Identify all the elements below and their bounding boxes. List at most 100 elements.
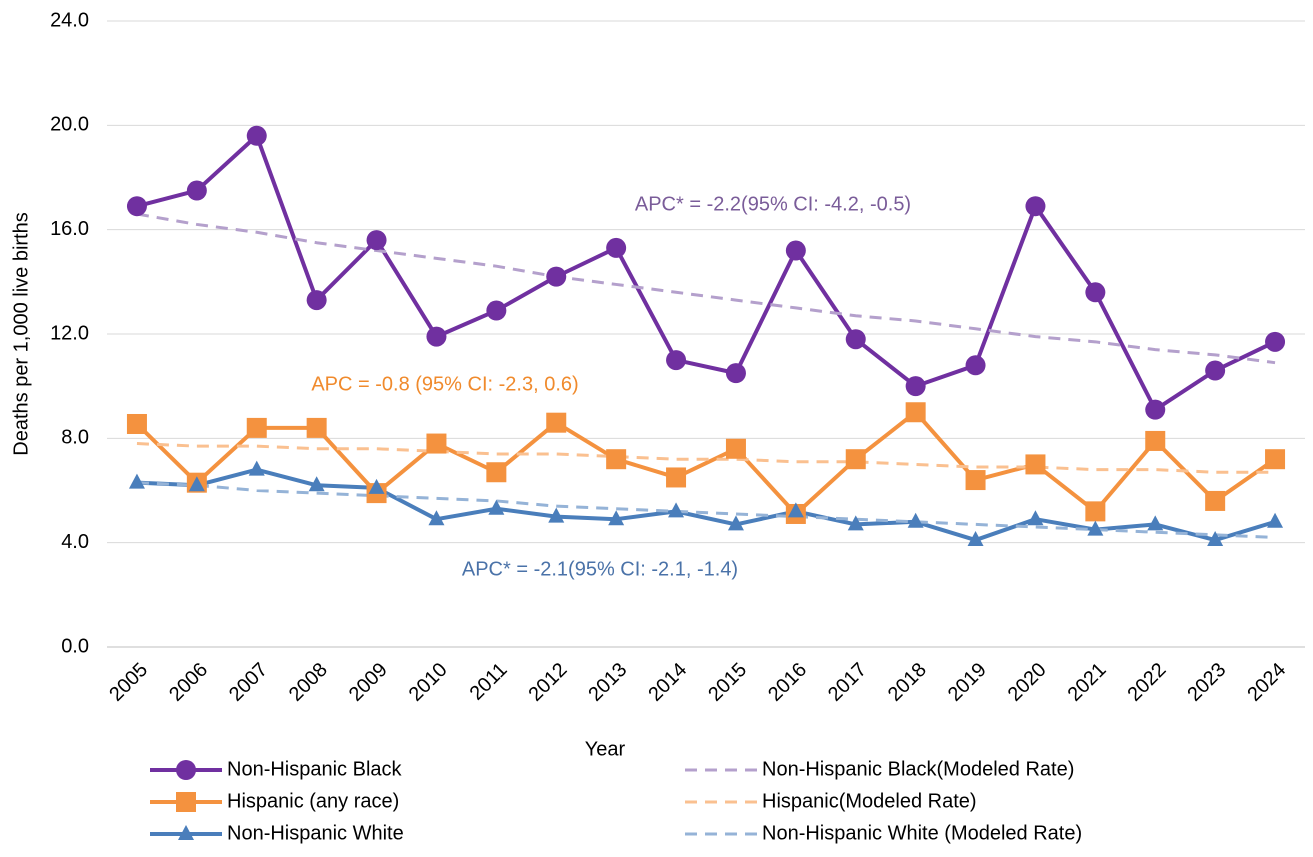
- trend-line: [136, 481, 1276, 539]
- x-axis-title: Year: [585, 738, 626, 760]
- x-tick-label: 2011: [466, 659, 512, 705]
- marker: [1265, 331, 1286, 352]
- marker: [608, 510, 625, 526]
- marker: [306, 417, 327, 438]
- marker: [546, 266, 567, 287]
- marker: [787, 502, 804, 518]
- x-tick-label: 2006: [165, 659, 212, 706]
- legend-label: Hispanic (any race): [227, 790, 399, 812]
- marker: [1205, 360, 1226, 381]
- y-tick-label: 8.0: [61, 427, 89, 449]
- y-tick-label: 12.0: [50, 322, 89, 344]
- annotation: APC* = -2.1(95% CI: -2.1, -1.4): [462, 558, 738, 580]
- marker: [725, 363, 746, 384]
- series-line: [136, 133, 1276, 412]
- marker: [1025, 454, 1046, 475]
- legend-label: Non-Hispanic Black: [227, 758, 403, 780]
- marker: [488, 499, 505, 515]
- marker: [176, 760, 196, 780]
- x-tick-label: 2023: [1183, 659, 1230, 706]
- marker: [1027, 510, 1044, 526]
- marker: [1145, 399, 1166, 420]
- x-tick-label: 2005: [105, 659, 152, 706]
- y-tick-label: 4.0: [61, 531, 89, 553]
- x-tick-label: 2007: [225, 659, 272, 706]
- marker: [727, 515, 744, 531]
- marker: [366, 230, 387, 251]
- marker: [606, 237, 627, 258]
- marker: [308, 476, 325, 492]
- marker: [368, 478, 385, 494]
- x-tick-label: 2009: [345, 659, 392, 706]
- legend-label: Hispanic(Modeled Rate): [762, 790, 977, 812]
- marker: [965, 355, 986, 376]
- x-tick-label: 2014: [644, 659, 691, 706]
- legend-label: Non-Hispanic White (Modeled Rate): [762, 822, 1082, 844]
- marker: [845, 449, 866, 470]
- legend-label: Non-Hispanic Black(Modeled Rate): [762, 758, 1074, 780]
- marker: [905, 376, 926, 397]
- x-tick-label: 2022: [1123, 659, 1170, 706]
- x-tick-label: 2015: [704, 659, 751, 706]
- marker: [1207, 531, 1224, 547]
- marker: [486, 300, 507, 321]
- legend-label: Non-Hispanic White: [227, 822, 404, 844]
- marker: [666, 467, 687, 488]
- marker: [668, 502, 685, 518]
- marker: [1085, 501, 1106, 522]
- x-tick-label: 2020: [1004, 659, 1051, 706]
- marker: [248, 460, 265, 476]
- x-tick-label: 2008: [285, 659, 332, 706]
- trend-line: [136, 442, 1276, 474]
- marker: [176, 792, 196, 812]
- marker: [428, 510, 445, 526]
- marker: [1147, 515, 1164, 531]
- marker: [246, 417, 267, 438]
- y-tick-label: 0.0: [61, 635, 89, 657]
- annotation: APC = -0.8 (95% CI: -2.3, 0.6): [311, 373, 578, 395]
- marker: [1145, 430, 1166, 451]
- marker: [785, 240, 806, 261]
- marker: [178, 825, 194, 840]
- marker: [1267, 512, 1284, 528]
- marker: [126, 196, 147, 217]
- marker: [126, 413, 147, 434]
- marker: [548, 507, 565, 523]
- marker: [907, 512, 924, 528]
- marker: [845, 329, 866, 350]
- marker: [965, 470, 986, 491]
- x-tick-label: 2012: [524, 659, 571, 706]
- x-tick-label: 2019: [944, 659, 991, 706]
- marker: [905, 402, 926, 423]
- marker: [847, 515, 864, 531]
- x-tick-label: 2010: [405, 659, 452, 706]
- x-tick-label: 2013: [584, 659, 631, 706]
- x-tick-label: 2018: [884, 659, 931, 706]
- annotation: APC* = -2.2(95% CI: -4.2, -0.5): [635, 193, 911, 215]
- marker: [546, 412, 567, 433]
- y-tick-label: 20.0: [50, 114, 89, 136]
- marker: [1087, 520, 1104, 536]
- marker: [967, 531, 984, 547]
- x-tick-label: 2017: [824, 659, 871, 706]
- marker: [128, 473, 145, 489]
- marker: [486, 462, 507, 483]
- x-tick-label: 2021: [1064, 659, 1111, 706]
- marker: [1025, 196, 1046, 217]
- marker: [1085, 282, 1106, 303]
- x-tick-label: 2024: [1243, 659, 1290, 706]
- marker: [1205, 490, 1226, 511]
- marker: [188, 476, 205, 492]
- marker: [306, 290, 327, 311]
- y-axis-title: Deaths per 1,000 live births: [10, 212, 32, 455]
- marker: [666, 350, 687, 371]
- marker: [606, 449, 627, 470]
- marker: [426, 326, 447, 347]
- marker: [426, 433, 447, 454]
- x-tick-label: 2016: [764, 659, 811, 706]
- y-tick-label: 24.0: [50, 9, 89, 31]
- marker: [186, 180, 207, 201]
- y-tick-label: 16.0: [50, 218, 89, 240]
- marker: [725, 438, 746, 459]
